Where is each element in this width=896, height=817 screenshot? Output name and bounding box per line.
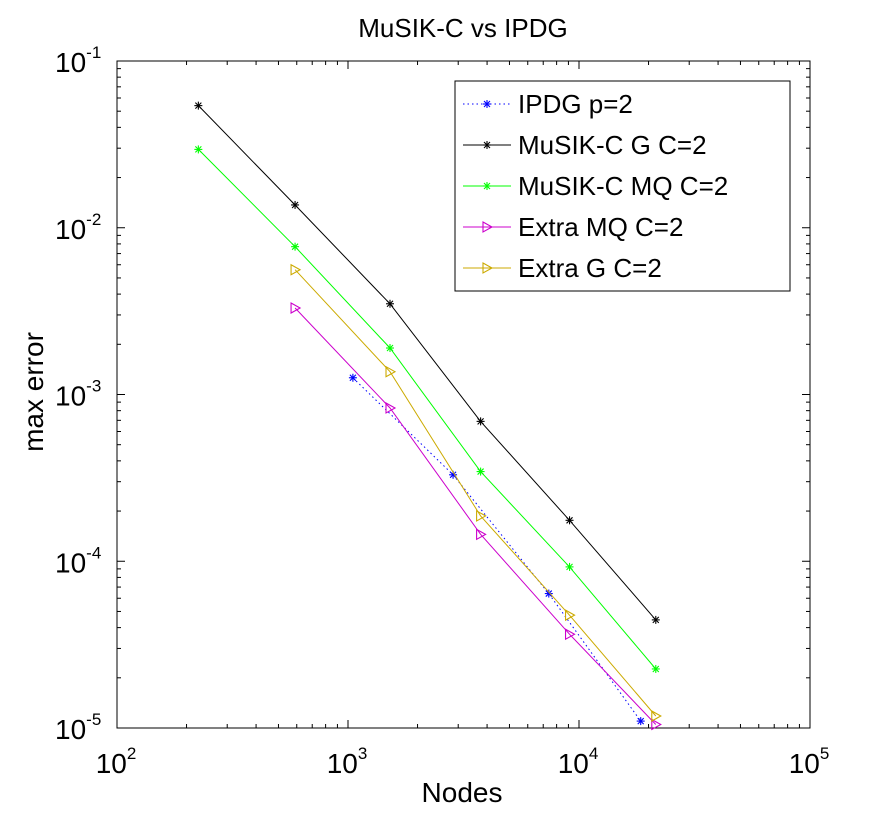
legend: IPDG p=2 MuSIK-C G C=2 MuSIK-C MQ C=2 Extra…	[454, 80, 791, 292]
y-tick-label: 10-5	[55, 710, 101, 745]
data-point	[565, 562, 574, 571]
legend-item: MuSIK-C G C=2	[463, 130, 707, 160]
data-point	[651, 615, 660, 624]
y-tick-label: 10-1	[55, 43, 101, 78]
series-layer	[194, 101, 662, 731]
data-point	[564, 609, 576, 622]
chart-title: MuSIK-C vs IPDG	[358, 13, 567, 43]
y-axis-ticks: 10-5 10-4 10-3 10-2 10-1	[55, 43, 810, 745]
legend-item: MuSIK-C MQ C=2	[463, 171, 728, 201]
data-point	[651, 710, 662, 722]
legend-marker	[483, 100, 491, 108]
x-axis-label: Nodes	[422, 777, 503, 808]
data-point	[386, 299, 395, 308]
data-point	[476, 528, 487, 541]
data-point	[291, 200, 300, 209]
series-4	[290, 263, 662, 722]
x-tick-label: 102	[96, 744, 137, 779]
series-2	[194, 145, 660, 673]
data-point	[476, 417, 485, 426]
y-tick-label: 10-3	[55, 377, 101, 412]
series-line	[294, 307, 657, 725]
legend-label: MuSIK-C G C=2	[518, 130, 707, 160]
data-point	[385, 402, 397, 414]
data-point	[565, 516, 574, 525]
data-point	[291, 242, 300, 251]
series-3	[290, 302, 662, 731]
data-point	[386, 344, 395, 353]
y-tick-label: 10-4	[55, 543, 101, 578]
legend-marker	[482, 221, 494, 233]
legend-marker	[483, 141, 491, 149]
data-point	[476, 467, 485, 476]
x-tick-label: 104	[558, 744, 599, 779]
data-point	[385, 365, 397, 378]
data-point	[194, 101, 203, 110]
legend-marker	[483, 182, 491, 190]
data-point	[449, 470, 458, 479]
data-point	[564, 628, 576, 641]
data-point	[544, 589, 553, 598]
legend-item: Extra G C=2	[463, 253, 662, 283]
x-tick-label: 103	[327, 744, 368, 779]
data-point	[348, 373, 357, 382]
data-point	[636, 717, 645, 726]
series-line	[198, 149, 657, 670]
data-point	[194, 145, 203, 154]
series-1	[194, 101, 660, 624]
legend-label: MuSIK-C MQ C=2	[518, 171, 728, 201]
data-point	[651, 718, 662, 731]
legend-item: Extra MQ C=2	[463, 212, 683, 242]
data-point	[290, 302, 302, 314]
data-point	[476, 509, 487, 522]
data-point	[290, 263, 302, 276]
legend-label: Extra G C=2	[518, 253, 662, 283]
legend-marker	[482, 262, 494, 274]
legend-item: IPDG p=2	[463, 89, 633, 119]
series-line	[198, 105, 657, 621]
legend-label: Extra MQ C=2	[518, 212, 683, 242]
x-tick-label: 105	[789, 744, 830, 779]
y-tick-label: 10-2	[55, 210, 101, 245]
x-axis-ticks: 102 103 104 105	[96, 61, 830, 779]
series-line	[294, 269, 657, 717]
data-point	[651, 664, 660, 673]
series-0	[348, 373, 645, 726]
y-axis-label: max error	[18, 332, 49, 452]
legend-label: IPDG p=2	[518, 89, 633, 119]
